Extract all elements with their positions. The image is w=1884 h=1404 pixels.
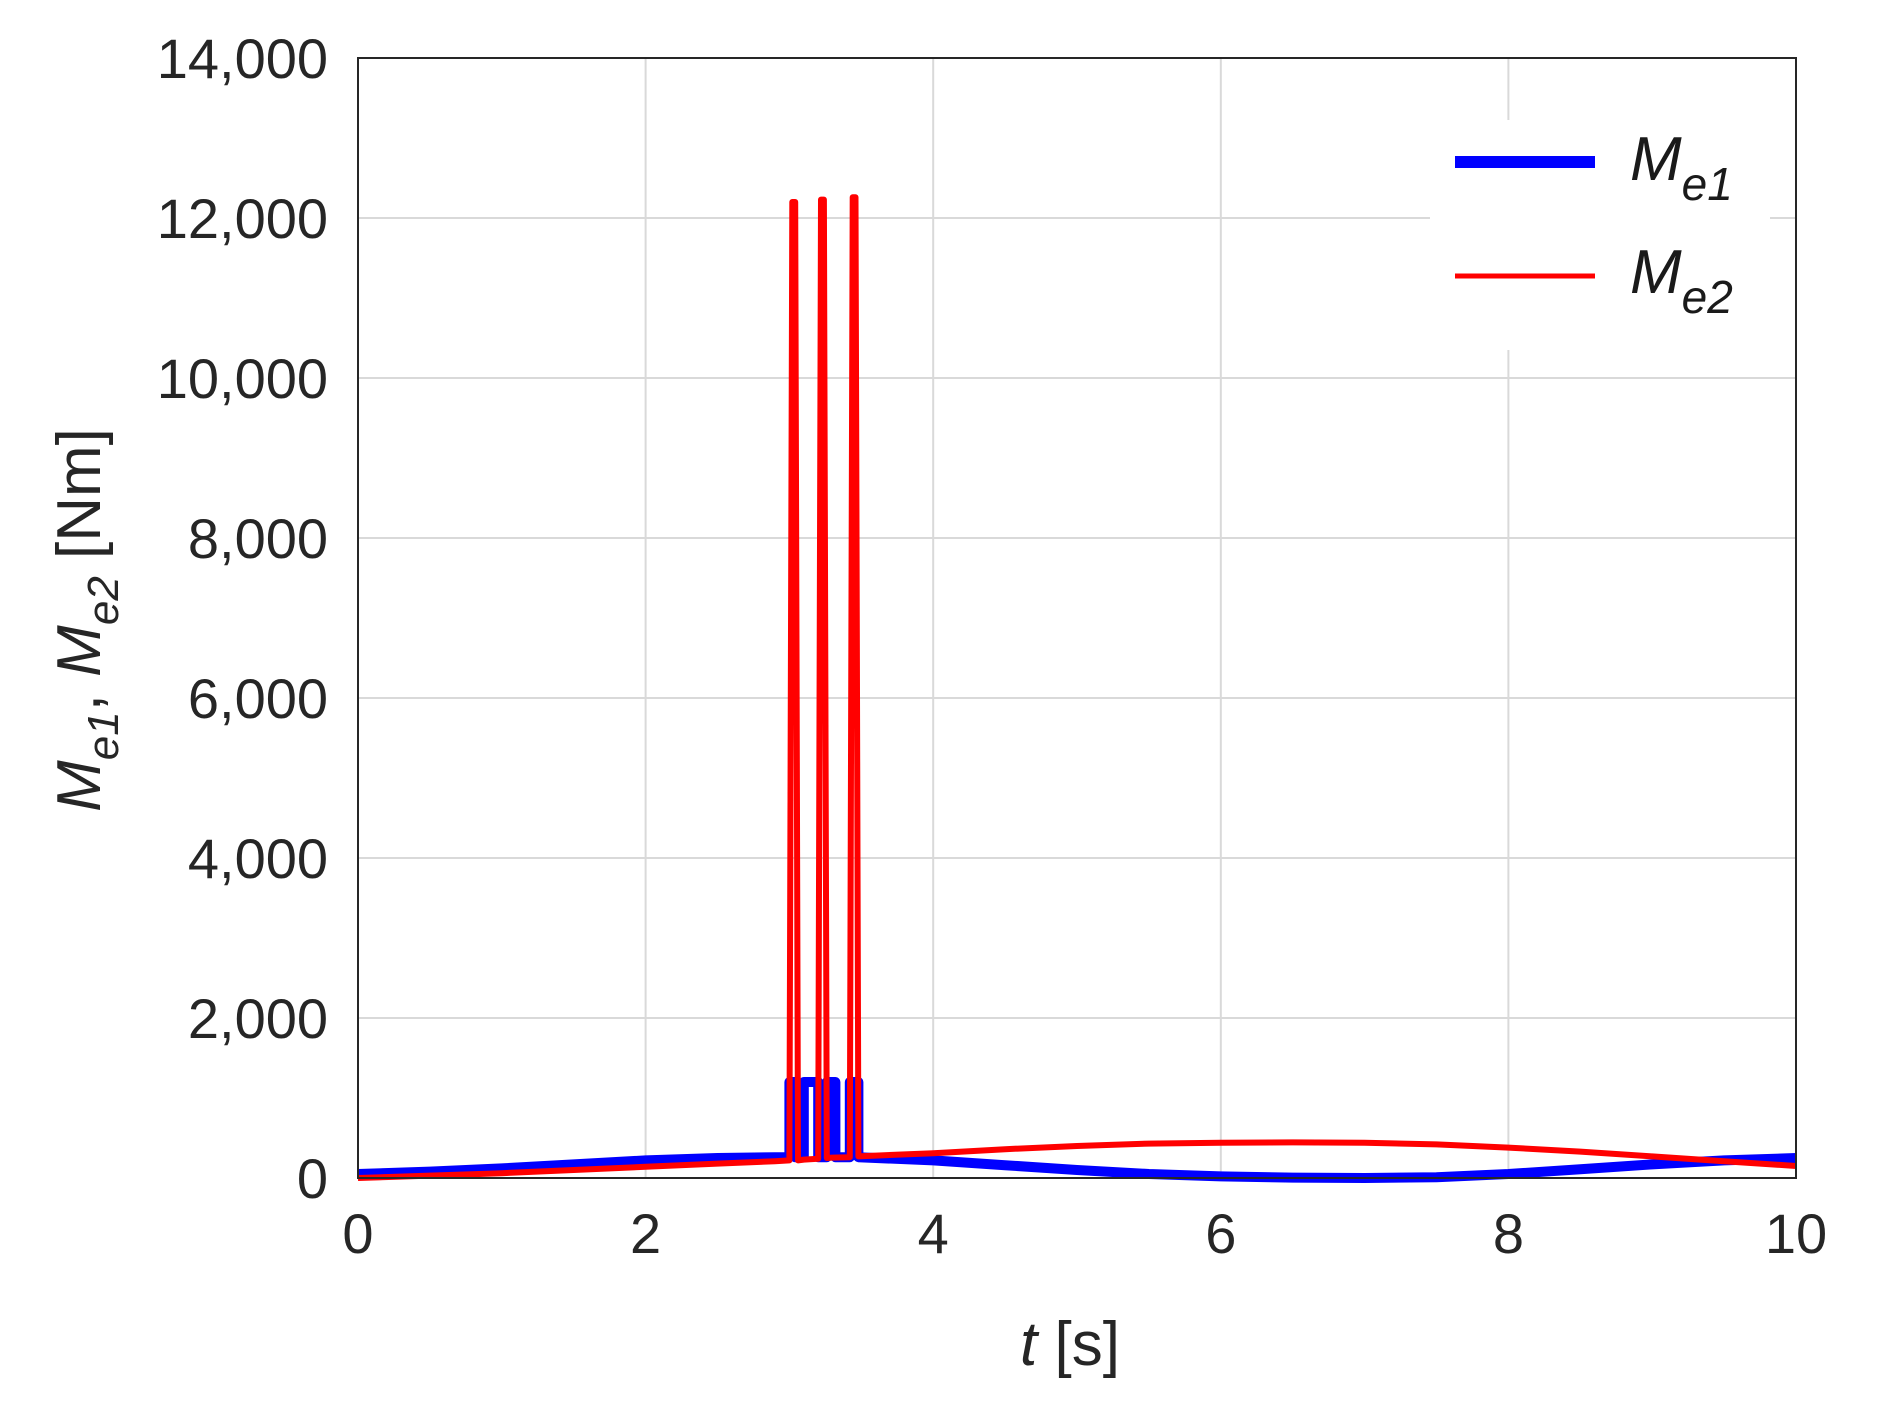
- y-tick-label: 12,000: [157, 187, 328, 250]
- x-axis-symbol: t: [1020, 1310, 1040, 1379]
- legend-me2-symbol: M: [1630, 238, 1682, 307]
- y-tick-label: 0: [297, 1147, 328, 1210]
- legend: Me1 Me2: [1430, 120, 1770, 350]
- y-tick-label: 6,000: [188, 667, 328, 730]
- x-axis-unit-space: [1037, 1310, 1054, 1379]
- y-tick-label: 4,000: [188, 827, 328, 890]
- legend-me1-sub: e1: [1682, 158, 1733, 210]
- y-tick-label: 14,000: [157, 27, 328, 90]
- legend-me2-sub: e2: [1682, 271, 1733, 323]
- y-axis-label: Me1, Me2 [Nm]: [45, 428, 128, 812]
- tick-labels: 0 2 4 6 8 10 0 2,000 4,000 6,000 8,000 10,000 12,000…: [157, 27, 1827, 1265]
- y-tick-label: 2,000: [188, 987, 328, 1050]
- x-tick-label: 8: [1493, 1202, 1524, 1265]
- series-line-me2: [357, 194, 1797, 1181]
- y-axis-unit: [Nm]: [45, 428, 114, 559]
- y-axis-space-1: [45, 677, 114, 694]
- x-tick-label: 0: [342, 1202, 373, 1265]
- legend-label-me2: Me2: [1630, 238, 1733, 323]
- x-tick-label: 10: [1765, 1202, 1827, 1265]
- y-axis-sub-1: e1: [79, 711, 128, 760]
- x-axis-label: t [s]: [1020, 1310, 1120, 1379]
- plot-frame: [357, 57, 1797, 1179]
- y-axis-sub-2: e2: [79, 576, 128, 625]
- x-tick-label: 2: [630, 1202, 661, 1265]
- y-axis-space-2: [45, 559, 114, 576]
- legend-me1-symbol: M: [1630, 125, 1682, 194]
- x-axis-unit: [s]: [1055, 1310, 1120, 1379]
- y-axis-symbol-1: M: [45, 760, 114, 812]
- legend-label-me1: Me1: [1630, 125, 1733, 210]
- y-tick-label: 10,000: [157, 347, 328, 410]
- x-tick-label: 4: [918, 1202, 949, 1265]
- y-tick-label: 8,000: [188, 507, 328, 570]
- y-axis-separator: ,: [45, 694, 114, 711]
- x-tick-label: 6: [1205, 1202, 1236, 1265]
- y-axis-symbol-2: M: [45, 625, 114, 677]
